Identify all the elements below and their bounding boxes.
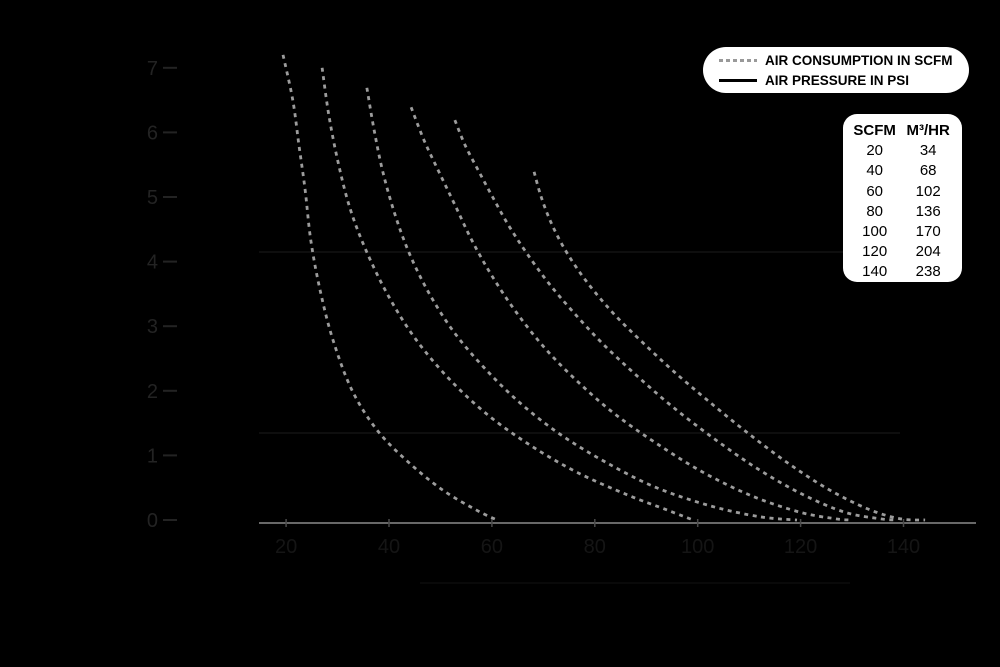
x-axis-label: 80 — [584, 536, 606, 558]
x-axis-label: 40 — [378, 536, 400, 558]
y-axis-label: 2 — [147, 381, 158, 403]
table-cell: 238 — [915, 263, 941, 281]
table-cell: 136 — [915, 202, 941, 220]
y-axis-label: 3 — [147, 316, 158, 338]
scfm-conversion-table: SCFM M³/HR 20 34 40 68 60 102 80 136 100… — [843, 114, 962, 282]
x-axis-label: 60 — [481, 536, 503, 558]
legend: AIR CONSUMPTION IN SCFM AIR PRESSURE IN … — [703, 47, 969, 93]
dashed-line-icon — [719, 58, 757, 62]
consumption-curve-1 — [281, 54, 498, 522]
table-cell: 68 — [919, 162, 937, 180]
legend-label: AIR PRESSURE IN PSI — [765, 72, 910, 88]
y-axis-label: 1 — [147, 445, 158, 467]
y-axis-label: 0 — [147, 510, 158, 532]
y-axis-label: 6 — [147, 122, 158, 144]
table-cell: 100 — [862, 223, 888, 241]
consumption-curve-4 — [409, 106, 851, 522]
conversion-table-grid: SCFM M³/HR 20 34 40 68 60 102 80 136 100… — [849, 121, 956, 283]
table-cell: 170 — [915, 223, 941, 241]
table-cell: 20 — [866, 142, 884, 160]
table-cell: 102 — [915, 182, 941, 200]
consumption-curve-3 — [365, 87, 798, 522]
x-axis-label: 20 — [275, 536, 297, 558]
y-axis-label: 7 — [147, 58, 158, 80]
solid-line-icon — [719, 78, 757, 82]
y-axis-label: 5 — [147, 187, 158, 209]
legend-item-air-consumption: AIR CONSUMPTION IN SCFM — [719, 51, 955, 69]
table-cell: 120 — [862, 243, 888, 261]
table-cell: 34 — [919, 142, 937, 160]
table-cell: 204 — [915, 243, 941, 261]
table-header-scfm: SCFM — [853, 122, 896, 139]
y-axis-label: 4 — [147, 252, 158, 274]
table-cell: 60 — [866, 182, 884, 200]
consumption-curve-2 — [320, 67, 694, 522]
table-cell: 40 — [866, 162, 884, 180]
table-header-m3hr: M³/HR — [906, 122, 950, 139]
x-axis-label: 140 — [887, 536, 920, 558]
legend-label: AIR CONSUMPTION IN SCFM — [765, 52, 953, 68]
x-axis-label: 120 — [784, 536, 817, 558]
x-axis-label: 100 — [681, 536, 714, 558]
legend-item-air-pressure: AIR PRESSURE IN PSI — [719, 71, 955, 89]
table-cell: 140 — [862, 263, 888, 281]
table-cell: 80 — [866, 202, 884, 220]
